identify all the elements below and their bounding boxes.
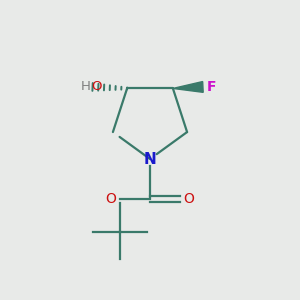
Text: O: O: [91, 80, 102, 93]
Text: H: H: [81, 80, 91, 93]
Text: O: O: [106, 192, 116, 206]
Text: O: O: [184, 192, 194, 206]
Polygon shape: [173, 82, 203, 92]
Text: N: N: [144, 152, 156, 166]
Text: F: F: [206, 80, 216, 94]
